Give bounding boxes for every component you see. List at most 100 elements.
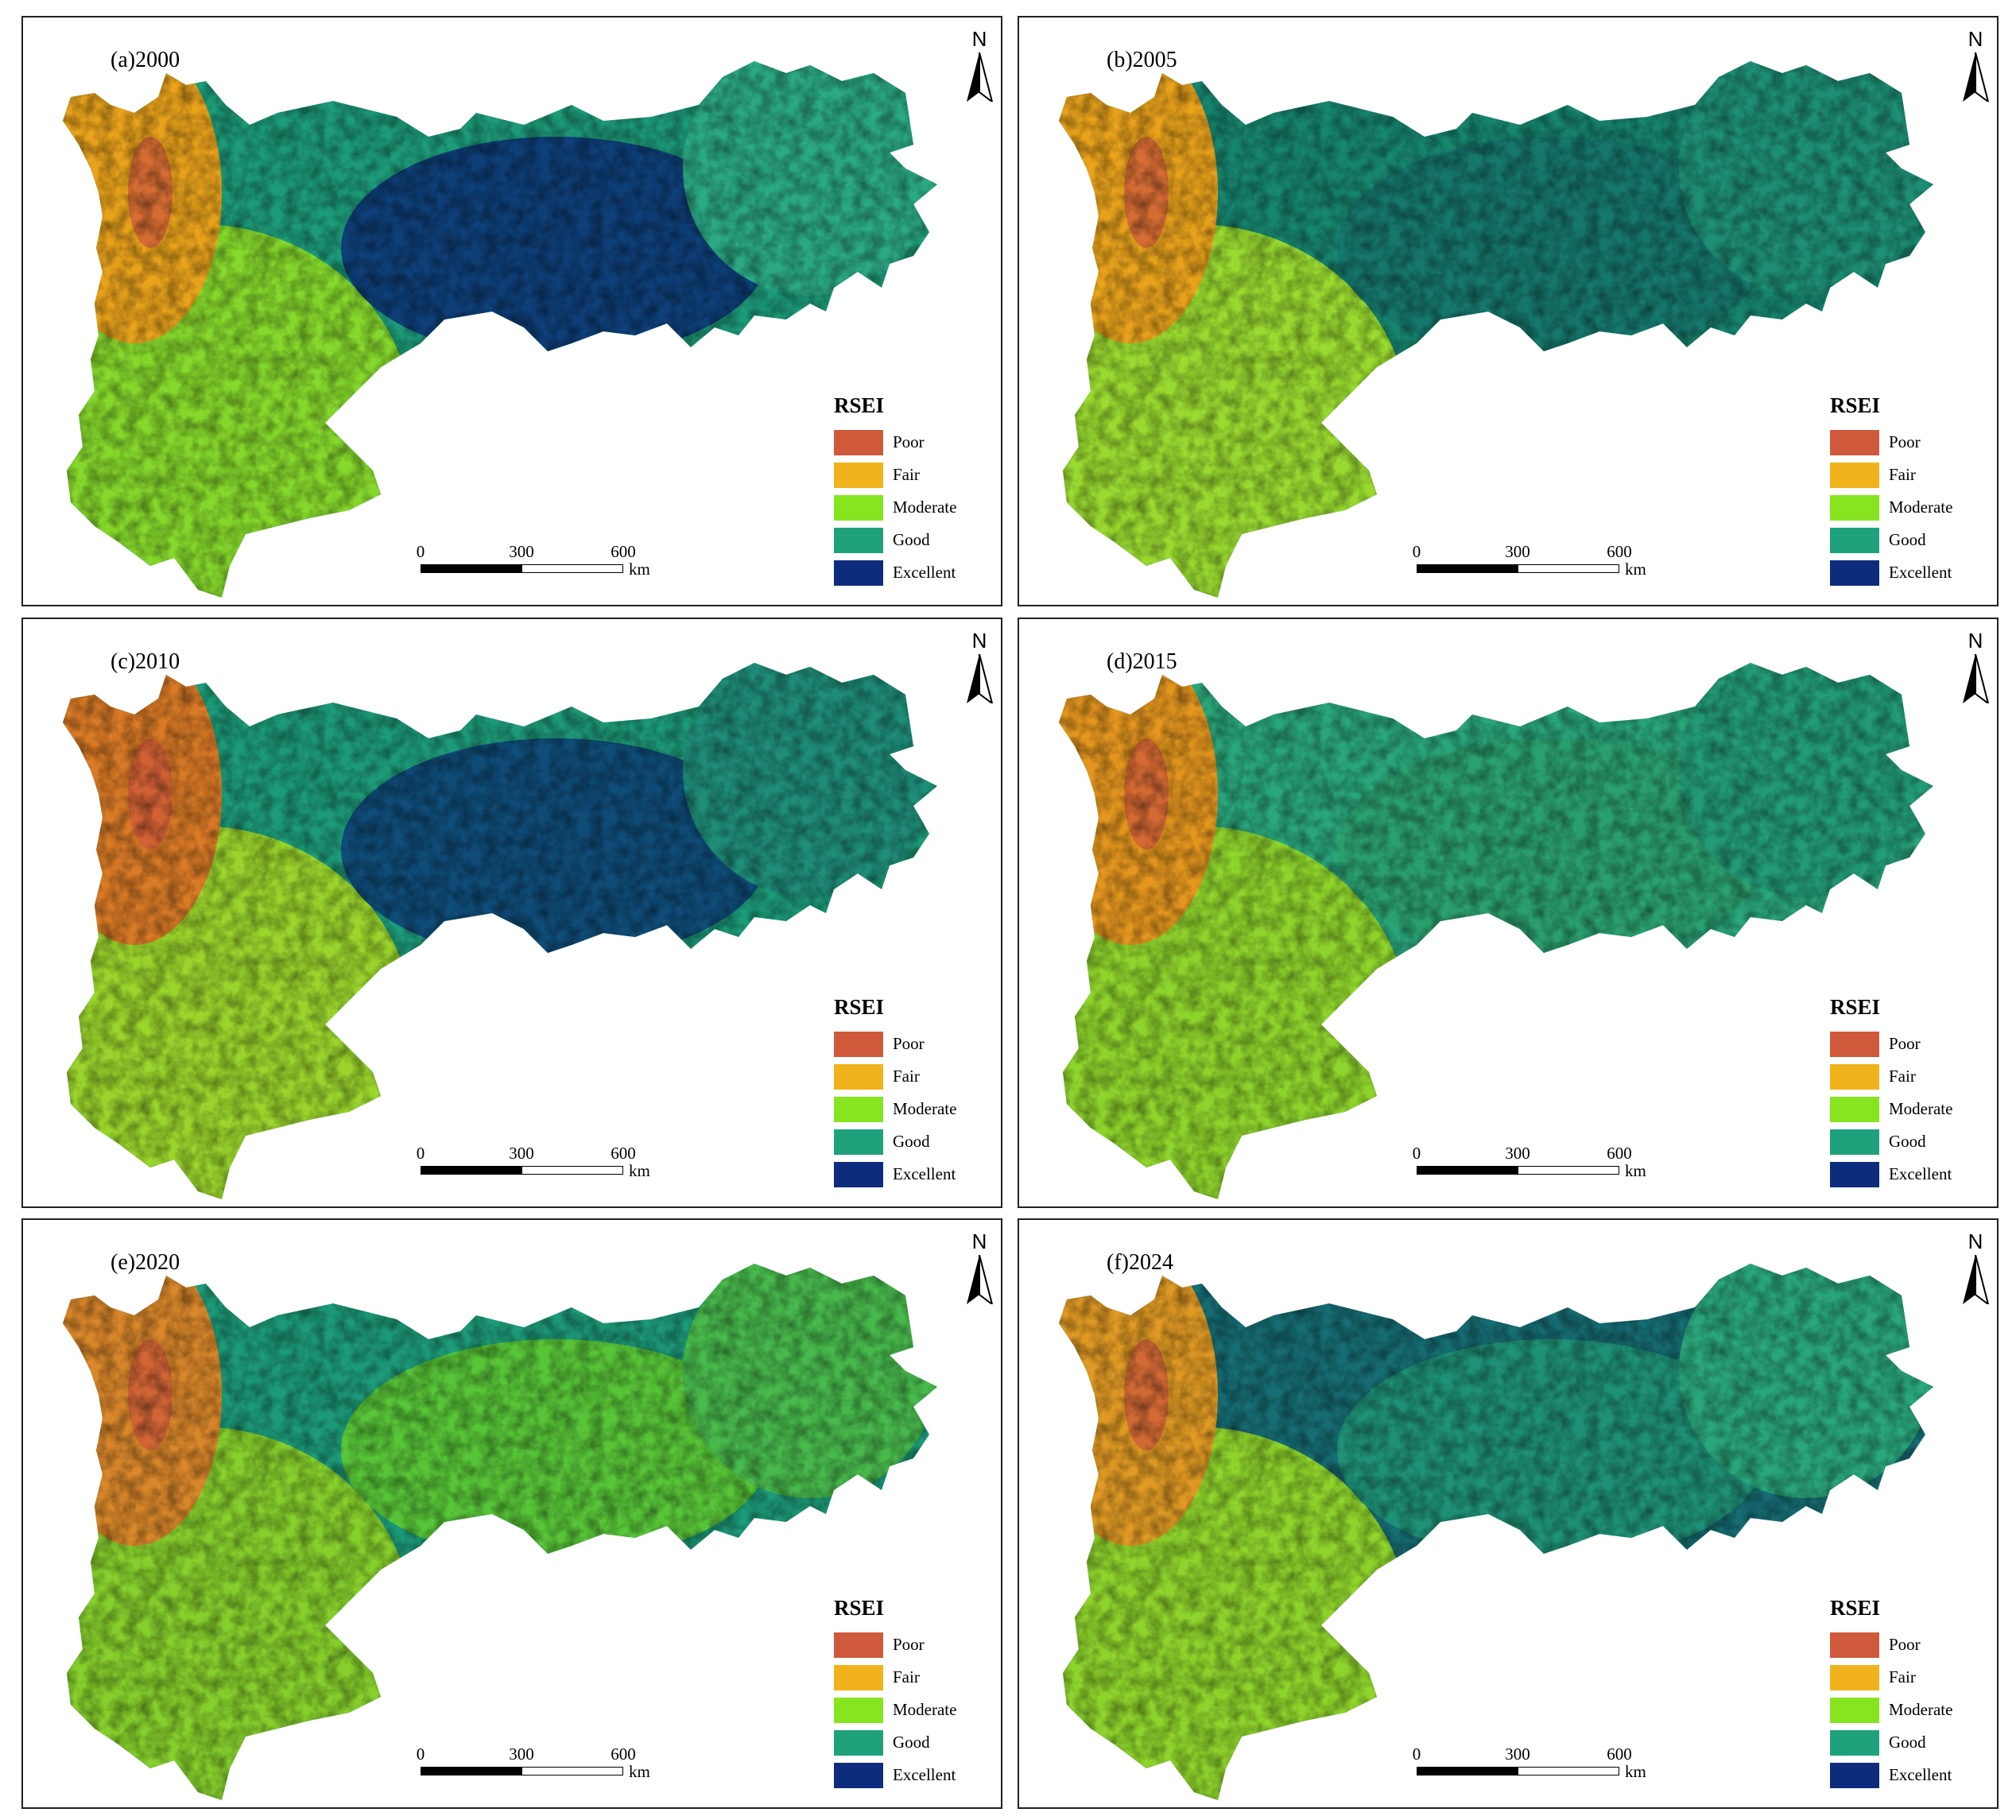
map-panel-2: (b)2005 <box>1018 16 1999 606</box>
legend-label: Fair <box>893 465 920 484</box>
north-arrow: N <box>1960 1229 1991 1309</box>
legend-item-excellent: Excellent <box>1830 1158 1989 1191</box>
legend-item-moderate: Moderate <box>1830 1694 1989 1726</box>
legend-swatch <box>834 494 883 521</box>
legend: RSEI Poor Fair Moderate Good Excellent <box>1830 995 1989 1191</box>
scale-bar-white <box>1518 1166 1619 1175</box>
legend-label: Moderate <box>1889 1700 1953 1719</box>
legend-item-fair: Fair <box>834 1661 993 1694</box>
legend-swatch <box>1830 1664 1879 1690</box>
legend: RSEI Poor Fair Moderate Good Excellent <box>834 393 993 589</box>
scale-unit: km <box>629 1762 650 1781</box>
scale-bar-black <box>1417 1767 1518 1775</box>
legend-label: Poor <box>1889 432 1921 451</box>
legend-swatch <box>834 462 883 488</box>
legend-label: Moderate <box>1889 1099 1953 1118</box>
legend-swatch <box>834 1762 883 1788</box>
legend-title: RSEI <box>834 1596 885 1620</box>
legend-swatch <box>1830 1697 1879 1723</box>
north-arrow: N <box>963 27 995 106</box>
legend-item-poor: Poor <box>834 1628 993 1661</box>
legend-swatch <box>1830 462 1879 488</box>
scale-tick: 600 <box>1607 1144 1632 1163</box>
legend-swatch <box>1830 1762 1879 1788</box>
legend-swatch <box>1830 560 1879 586</box>
legend-swatch <box>1830 494 1879 521</box>
legend-label: Fair <box>893 1067 920 1086</box>
panel-title: (f)2024 <box>1107 1250 1173 1275</box>
scale-tick: 0 <box>1412 1744 1421 1764</box>
legend-label: Moderate <box>893 1099 957 1118</box>
legend-label: Poor <box>893 1635 925 1654</box>
legend-item-excellent: Excellent <box>1830 556 1989 589</box>
north-arrow: N <box>963 1229 995 1309</box>
scale-tick: 600 <box>1607 542 1632 561</box>
north-arrow-icon <box>967 1255 994 1304</box>
legend-label: Moderate <box>893 1700 957 1719</box>
legend-item-fair: Fair <box>1830 1661 1989 1694</box>
legend: RSEI Poor Fair Moderate Good Excellent <box>1830 1596 1989 1791</box>
north-arrow-icon <box>1963 1255 1990 1304</box>
panel-title: (a)2000 <box>110 48 180 72</box>
legend-items: Poor Fair Moderate Good Excellent <box>1830 1628 1989 1791</box>
legend-item-good: Good <box>1830 524 1989 556</box>
scale-unit: km <box>1625 560 1646 579</box>
legend-label: Poor <box>893 432 925 451</box>
map-panel-3: (c)2010 <box>21 618 1002 1208</box>
legend-label: Excellent <box>893 563 956 582</box>
legend-title: RSEI <box>834 393 885 417</box>
legend-label: Fair <box>1889 1667 1916 1686</box>
legend-items: Poor Fair Moderate Good Excellent <box>834 1628 993 1791</box>
legend-item-excellent: Excellent <box>834 1158 993 1191</box>
legend-swatch <box>834 1697 883 1723</box>
legend-label: Fair <box>893 1667 920 1686</box>
scale-bar-black <box>1417 564 1518 573</box>
legend-item-good: Good <box>1830 1125 1989 1158</box>
legend-label: Fair <box>1889 1067 1916 1086</box>
scale-unit: km <box>629 1161 650 1180</box>
scale-bar-black <box>421 564 522 573</box>
rsei-map <box>63 1264 937 1800</box>
legend-label: Fair <box>1889 465 1916 484</box>
scale-unit: km <box>629 560 650 579</box>
legend-swatch <box>1830 527 1879 553</box>
legend-label: Good <box>893 1733 930 1752</box>
legend-swatch <box>1830 1031 1879 1057</box>
legend-items: Poor Fair Moderate Good Excellent <box>1830 426 1989 589</box>
scale-tick: 600 <box>1607 1744 1632 1764</box>
north-arrow: N <box>1960 27 1991 106</box>
panel-title: (c)2010 <box>110 649 180 674</box>
scale-tick: 0 <box>1412 1144 1421 1163</box>
legend-swatch <box>834 527 883 553</box>
map-panel-1: (a)2000 <box>21 16 1002 606</box>
legend-swatch <box>834 1161 883 1187</box>
panel-title: (b)2005 <box>1107 48 1177 72</box>
legend-swatch <box>834 1031 883 1057</box>
legend-label: Excellent <box>1889 563 1952 582</box>
legend-swatch <box>1830 429 1879 455</box>
legend-items: Poor Fair Moderate Good Excellent <box>1830 1028 1989 1191</box>
north-arrow-icon <box>967 52 994 102</box>
legend-item-excellent: Excellent <box>1830 1759 1989 1791</box>
scale-bar-white <box>521 1166 623 1175</box>
rsei-map <box>63 61 937 598</box>
legend-label: Moderate <box>893 498 957 517</box>
legend: RSEI Poor Fair Moderate Good Excellent <box>834 1596 993 1791</box>
scale-unit: km <box>1625 1161 1646 1180</box>
legend-item-excellent: Excellent <box>834 1759 993 1791</box>
scale-tick: 600 <box>611 542 636 561</box>
legend-label: Poor <box>1889 1034 1921 1053</box>
scale-tick: 300 <box>509 1744 534 1764</box>
legend-item-moderate: Moderate <box>1830 491 1989 524</box>
legend-swatch <box>1830 1096 1879 1122</box>
north-arrow-icon <box>1963 52 1990 102</box>
legend-items: Poor Fair Moderate Good Excellent <box>834 426 993 589</box>
north-label: N <box>971 1229 987 1253</box>
legend-swatch <box>834 1096 883 1122</box>
legend-item-moderate: Moderate <box>834 491 993 524</box>
scale-tick: 600 <box>611 1144 636 1163</box>
north-arrow-icon <box>967 654 994 703</box>
legend-title: RSEI <box>1830 393 1881 417</box>
legend: RSEI Poor Fair Moderate Good Excellent <box>1830 393 1989 589</box>
legend-label: Excellent <box>1889 1765 1952 1784</box>
